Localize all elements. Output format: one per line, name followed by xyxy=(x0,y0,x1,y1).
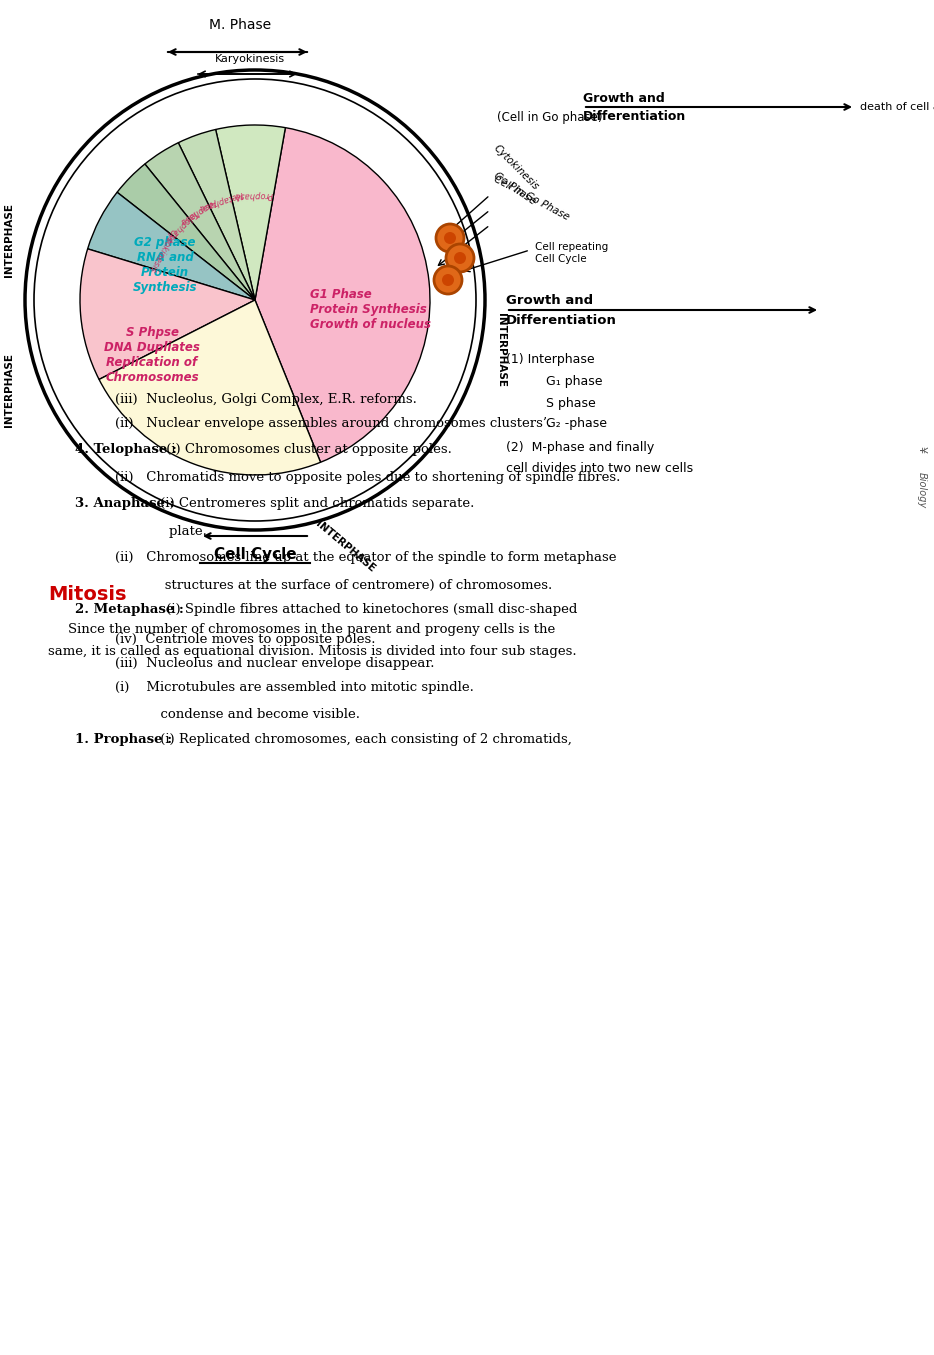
Wedge shape xyxy=(145,142,255,299)
Text: INTERPHASE: INTERPHASE xyxy=(496,313,506,388)
Text: Cytokinesis: Cytokinesis xyxy=(492,142,541,192)
Circle shape xyxy=(442,274,454,286)
Text: same, it is called as equational division. Mitosis is divided into four sub stag: same, it is called as equational divisio… xyxy=(48,645,576,659)
Text: plate.: plate. xyxy=(135,526,206,538)
Text: (i) Replicated chromosomes, each consisting of 2 chromatids,: (i) Replicated chromosomes, each consist… xyxy=(156,733,572,747)
Wedge shape xyxy=(99,299,320,476)
Text: 3. Anaphase :: 3. Anaphase : xyxy=(75,496,175,509)
Text: G2 phase
RNA and
Protein
Synthesis: G2 phase RNA and Protein Synthesis xyxy=(133,236,197,294)
Text: (i)    Microtubules are assembled into mitotic spindle.: (i) Microtubules are assembled into mito… xyxy=(115,680,474,694)
Text: Differentiation: Differentiation xyxy=(506,313,616,327)
Text: Mitosis: Mitosis xyxy=(48,585,126,604)
Text: Go Phase: Go Phase xyxy=(492,171,538,207)
Text: ¥: ¥ xyxy=(917,447,927,454)
Text: Cell repeating
Cell Cycle: Cell repeating Cell Cycle xyxy=(535,243,608,264)
Wedge shape xyxy=(255,127,430,462)
Circle shape xyxy=(436,224,464,252)
Text: G₁ phase: G₁ phase xyxy=(546,375,602,389)
Text: cell divides into two new cells: cell divides into two new cells xyxy=(506,462,693,474)
Circle shape xyxy=(444,232,456,244)
Circle shape xyxy=(454,252,466,264)
Text: (i) Chromosomes cluster at opposite poles.: (i) Chromosomes cluster at opposite pole… xyxy=(162,443,452,455)
Text: (i) Centromeres split and chromatids separate.: (i) Centromeres split and chromatids sep… xyxy=(156,496,474,509)
Text: 4. Telophase :: 4. Telophase : xyxy=(75,443,177,455)
Text: 2. Metaphase :: 2. Metaphase : xyxy=(75,603,184,617)
Text: INTERPHASE: INTERPHASE xyxy=(4,354,14,427)
Text: condense and become visible.: condense and become visible. xyxy=(135,709,360,721)
Text: (2)  M-phase and finally: (2) M-phase and finally xyxy=(506,440,654,454)
Text: Cell Cycle: Cell Cycle xyxy=(214,547,296,562)
Wedge shape xyxy=(178,130,255,299)
Text: Differentiation: Differentiation xyxy=(583,110,686,122)
Text: (iii)  Nucleolus, Golgi Complex, E.R. reforms.: (iii) Nucleolus, Golgi Complex, E.R. ref… xyxy=(115,393,417,405)
Circle shape xyxy=(434,266,462,294)
Text: Telophase: Telophase xyxy=(163,207,199,244)
Text: (1) Interphase: (1) Interphase xyxy=(506,354,595,366)
Wedge shape xyxy=(216,125,286,299)
Text: G₂ -phase: G₂ -phase xyxy=(546,416,607,430)
Text: (ii)   Nuclear envelope assembles around chromosomes clusters’.: (ii) Nuclear envelope assembles around c… xyxy=(115,417,551,431)
Text: Prophase: Prophase xyxy=(234,190,273,199)
Text: Since the number of chromosomes in the parent and progeny cells is the: Since the number of chromosomes in the p… xyxy=(68,623,555,637)
Text: (i) Spindle fibres attached to kinetochores (small disc-shaped: (i) Spindle fibres attached to kinetocho… xyxy=(162,603,577,617)
Text: (ii)   Chromosomes line up at the equator of the spindle to form metaphase: (ii) Chromosomes line up at the equator … xyxy=(115,550,616,564)
Text: (Cell in Go phase): (Cell in Go phase) xyxy=(497,111,602,125)
Text: Karyokinesis: Karyokinesis xyxy=(215,54,285,64)
Text: S Phpse
DNA Dupliates
Replication of
Chromosomes: S Phpse DNA Dupliates Replication of Chr… xyxy=(104,327,200,383)
Text: Metaphase: Metaphase xyxy=(198,188,244,213)
Text: Cytokinesis: Cytokinesis xyxy=(147,228,177,274)
Text: (iv)  Centriole moves to opposite poles.: (iv) Centriole moves to opposite poles. xyxy=(115,633,375,645)
Text: M. Phase: M. Phase xyxy=(209,18,271,33)
Text: Biology: Biology xyxy=(917,472,927,508)
Text: 1. Prophase :: 1. Prophase : xyxy=(75,733,172,747)
Text: INTERPHASE: INTERPHASE xyxy=(4,203,14,276)
Text: Cell in Go Phase: Cell in Go Phase xyxy=(492,173,571,222)
Wedge shape xyxy=(88,192,255,299)
Wedge shape xyxy=(117,164,255,299)
Wedge shape xyxy=(80,249,255,379)
Text: S phase: S phase xyxy=(546,397,596,409)
Text: structures at the surface of centromere) of chromosomes.: structures at the surface of centromere)… xyxy=(135,579,552,592)
Text: (iii)  Nucleolus and nuclear envelope disappear.: (iii) Nucleolus and nuclear envelope dis… xyxy=(115,657,434,669)
Text: (ii)   Chromatids move to opposite poles due to shortening of spindle fibres.: (ii) Chromatids move to opposite poles d… xyxy=(115,472,620,485)
Text: death of cell at last: death of cell at last xyxy=(860,102,934,112)
Circle shape xyxy=(446,244,474,272)
Text: Growth and: Growth and xyxy=(506,294,593,306)
Text: G1 Phase
Protein Synthesis
Growth of nucleus: G1 Phase Protein Synthesis Growth of nuc… xyxy=(310,289,431,332)
Text: Growth and: Growth and xyxy=(583,92,665,104)
Text: INTERPHASE: INTERPHASE xyxy=(314,519,376,573)
Text: Anaphase: Anaphase xyxy=(179,196,219,226)
